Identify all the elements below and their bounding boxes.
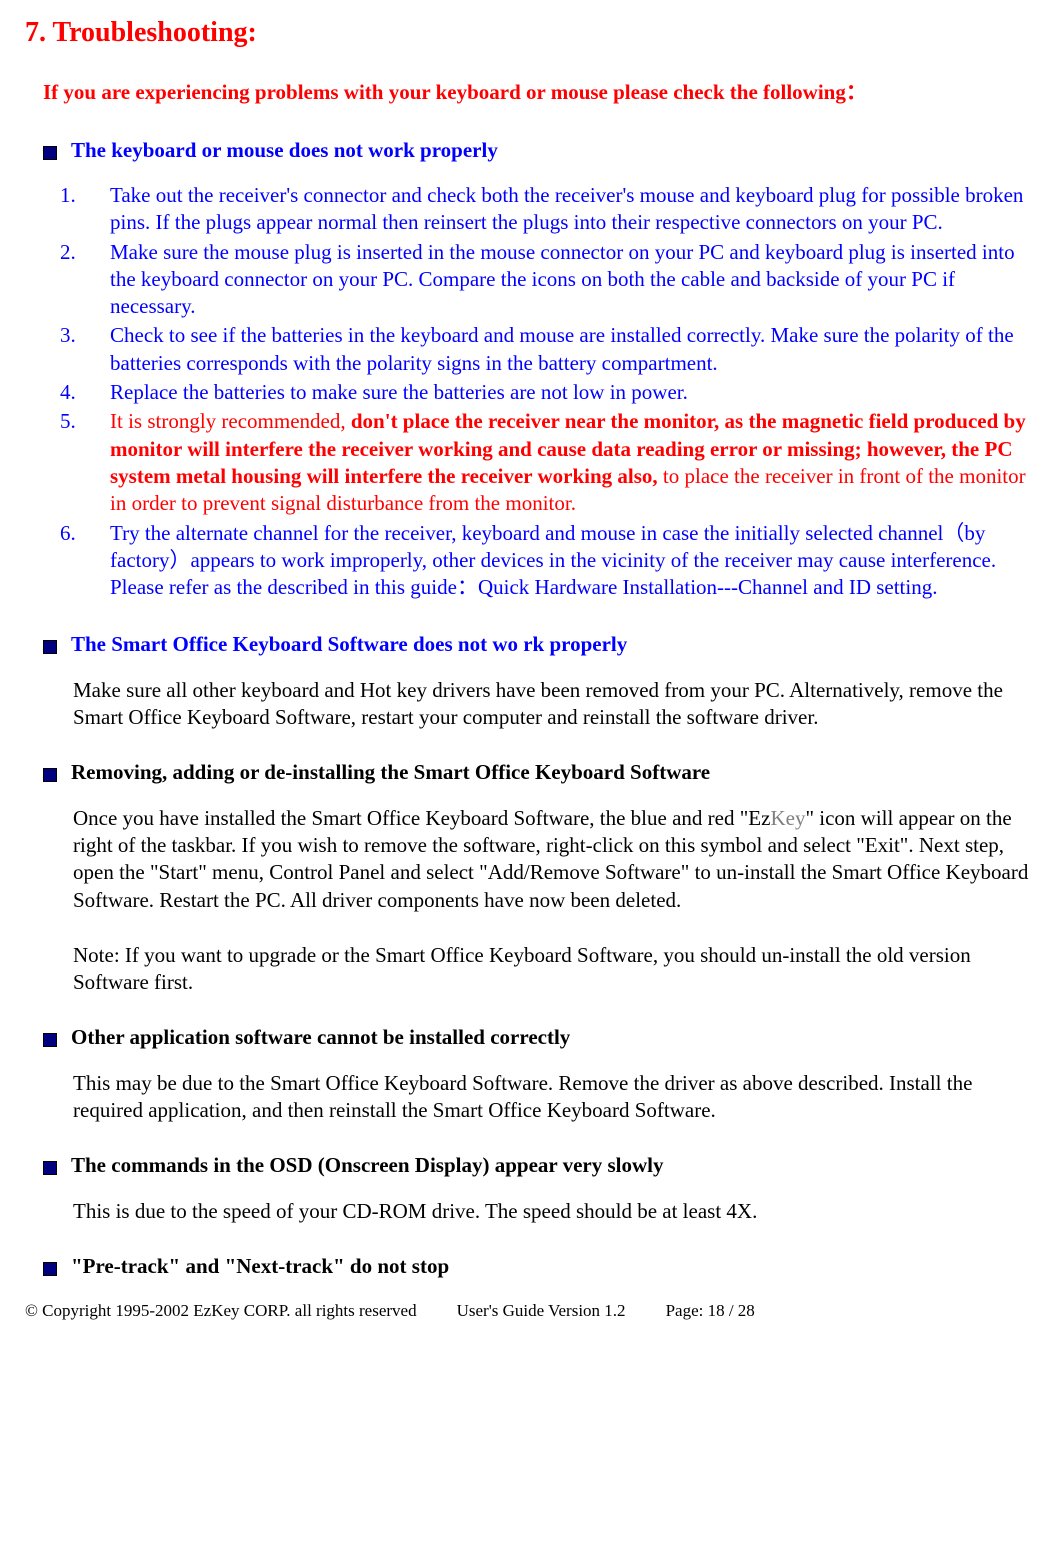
section-title-1: The keyboard or mouse does not work prop… [71,137,498,164]
section3-para2: Note: If you want to upgrade or the Smar… [73,942,1034,997]
bullet-icon [43,146,57,160]
footer-copyright: © Copyright 1995-2002 EzKey CORP. all ri… [25,1300,417,1322]
intro-text: If you are experiencing problems with yo… [43,79,1034,106]
section-header-1: The keyboard or mouse does not work prop… [43,137,1034,164]
section2-para: Make sure all other keyboard and Hot key… [73,677,1034,732]
list-num: 1. [60,182,110,237]
section-title-2: The Smart Office Keyboard Software does … [71,631,627,658]
list-text: Take out the receiver's connector and ch… [110,182,1034,237]
section3-para1: Once you have installed the Smart Office… [73,805,1034,914]
bullet-icon [43,1262,57,1276]
bullet-icon [43,1033,57,1047]
section-header-2: The Smart Office Keyboard Software does … [43,631,1034,658]
bullet-icon [43,640,57,654]
list-text: Make sure the mouse plug is inserted in … [110,239,1034,321]
list-text: Replace the batteries to make sure the b… [110,379,1034,406]
footer-page: Page: 18 / 28 [666,1300,755,1322]
section-title-6: "Pre-track" and "Next-track" do not stop [71,1253,449,1280]
section-title-5: The commands in the OSD (Onscreen Displa… [71,1152,664,1179]
list-num: 4. [60,379,110,406]
list-num: 3. [60,322,110,377]
troubleshoot-list: 1. Take out the receiver's connector and… [60,182,1034,601]
section-title-4: Other application software cannot be ins… [71,1024,570,1051]
section-header-3: Removing, adding or de-installing the Sm… [43,759,1034,786]
page-footer: © Copyright 1995-2002 EzKey CORP. all ri… [25,1300,1034,1322]
list-num: 2. [60,239,110,321]
section-title-3: Removing, adding or de-installing the Sm… [71,759,710,786]
list-num: 5. [60,408,110,517]
section-header-4: Other application software cannot be ins… [43,1024,1034,1051]
item5-part-a: It is strongly recommended, [110,409,351,433]
list-text: It is strongly recommended, don't place … [110,408,1034,517]
bullet-icon [43,1161,57,1175]
section4-para: This may be due to the Smart Office Keyb… [73,1070,1034,1125]
ezkey-gray: Key [770,806,805,830]
list-item: 5. It is strongly recommended, don't pla… [60,408,1034,517]
list-item: 2. Make sure the mouse plug is inserted … [60,239,1034,321]
section5-para: This is due to the speed of your CD-ROM … [73,1198,1034,1225]
footer-version: User's Guide Version 1.2 [457,1300,626,1322]
list-item: 3. Check to see if the batteries in the … [60,322,1034,377]
list-item: 1. Take out the receiver's connector and… [60,182,1034,237]
page-title: 7. Troubleshooting: [25,15,1034,51]
list-text: Check to see if the batteries in the key… [110,322,1034,377]
list-item: 4. Replace the batteries to make sure th… [60,379,1034,406]
section-header-5: The commands in the OSD (Onscreen Displa… [43,1152,1034,1179]
s3-p1a: Once you have installed the Smart Office… [73,806,770,830]
bullet-icon [43,768,57,782]
list-num: 6. [60,520,110,602]
list-item: 6. Try the alternate channel for the rec… [60,520,1034,602]
list-text: Try the alternate channel for the receiv… [110,520,1034,602]
section-header-6: "Pre-track" and "Next-track" do not stop [43,1253,1034,1280]
